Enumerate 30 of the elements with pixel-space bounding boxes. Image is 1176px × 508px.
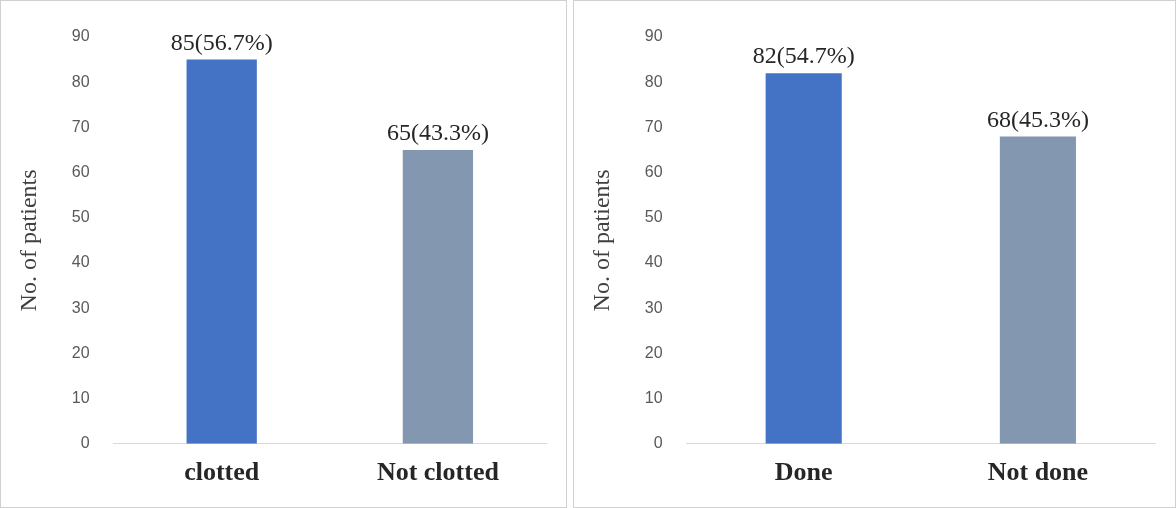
data-label: 82(54.7%) [752,42,855,69]
y-tick-label: 0 [653,434,663,452]
y-tick-label: 80 [71,72,90,90]
y-tick-label: 70 [644,117,663,135]
y-tick-label: 40 [71,253,90,271]
data-label: 85(56.7%) [170,28,273,55]
data-label: 65(43.3%) [386,119,489,146]
y-tick-label: 90 [644,27,663,45]
y-tick-label: 30 [71,298,90,316]
x-tick-label: Done [774,457,833,487]
y-tick-label: 50 [644,208,663,226]
data-label: 68(45.3%) [986,105,1089,132]
y-tick-label: 10 [644,389,663,407]
y-tick-label: 0 [80,434,90,452]
y-tick-label: 50 [71,208,90,226]
x-tick-label: Not clotted [376,457,500,487]
y-tick-label: 30 [644,298,663,316]
y-axis-title: No. of patients [14,169,41,312]
y-axis-title: No. of patients [587,169,614,312]
y-tick-label: 60 [644,163,663,181]
x-tick-label: Not done [987,457,1089,487]
y-tick-label: 70 [71,117,90,135]
y-tick-label: 60 [71,163,90,181]
y-tick-label: 90 [71,27,90,45]
x-tick-label: clotted [184,457,260,487]
y-tick-label: 80 [644,72,663,90]
y-tick-label: 20 [71,343,90,361]
y-tick-label: 10 [71,389,90,407]
y-tick-label: 40 [644,253,663,271]
y-tick-label: 20 [644,343,663,361]
